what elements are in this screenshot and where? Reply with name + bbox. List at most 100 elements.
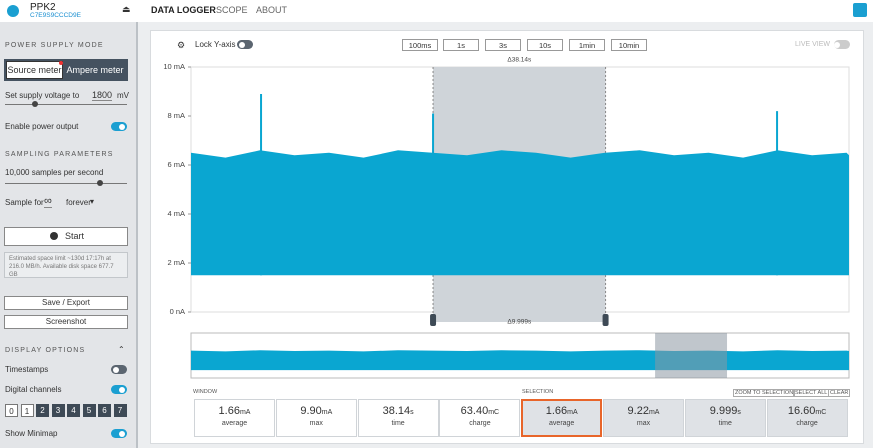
stat-cell: [521, 399, 603, 437]
slider-knob[interactable]: [32, 101, 38, 107]
y-tick-label: 6 mA: [167, 160, 185, 169]
stat-label: average: [549, 420, 575, 427]
window-button[interactable]: 10s: [527, 39, 563, 51]
value: 9.22: [627, 405, 649, 417]
stat-value: 38.14s: [358, 405, 439, 417]
value: 38.14: [382, 405, 411, 417]
unit: mC: [488, 409, 500, 416]
slider-knob[interactable]: [97, 180, 103, 186]
unit: s: [737, 409, 741, 416]
toggle[interactable]: [111, 365, 127, 374]
toggle[interactable]: [237, 40, 253, 49]
y-tick-label: 0 nA: [170, 307, 185, 316]
dropdown-arrow[interactable]: ▾: [90, 197, 95, 206]
toggle[interactable]: [111, 122, 127, 131]
unit: mA: [239, 409, 251, 416]
stat-cell: [439, 399, 521, 437]
slider[interactable]: [5, 104, 127, 105]
stat-value: 16.60mC: [767, 405, 848, 417]
stat-cell: [275, 399, 357, 437]
header: [0, 0, 873, 22]
stat-cell: [357, 399, 439, 437]
logo: [7, 5, 19, 17]
action-button[interactable]: ZOOM TO SELECTION: [733, 389, 796, 397]
stat-cell: [766, 399, 848, 437]
window-button[interactable]: 100ms: [402, 39, 438, 51]
channel-button[interactable]: 6: [98, 404, 111, 417]
toggle[interactable]: [834, 40, 850, 49]
stat-value: 9.999s: [685, 405, 766, 417]
tab[interactable]: DATA LOGGER: [151, 5, 216, 15]
value: 63.40: [460, 405, 489, 417]
slider[interactable]: [5, 183, 127, 184]
channel-button[interactable]: 0: [5, 404, 18, 417]
stat-label: charge: [469, 420, 491, 427]
brand-logo: [853, 3, 867, 17]
channel-button[interactable]: 2: [36, 404, 49, 417]
value: 1.66: [218, 405, 240, 417]
label: Lock Y-axis: [195, 40, 236, 49]
channel-button[interactable]: 3: [51, 404, 65, 417]
tab[interactable]: ABOUT: [256, 5, 288, 15]
value: 16.60: [787, 405, 816, 417]
dropdown[interactable]: forever: [66, 198, 91, 207]
stat-cell: [603, 399, 684, 437]
stat-label: max: [309, 420, 323, 427]
stat-label: time: [718, 420, 732, 427]
stat-value: 9.90mA: [276, 405, 357, 417]
section-title: DISPLAY OPTIONS: [5, 347, 86, 354]
unit: mA: [648, 409, 660, 416]
label: Digital channels: [5, 385, 62, 394]
y-tick-label: 4 mA: [167, 209, 185, 218]
unit: mV: [117, 91, 129, 100]
stat-value: 9.22mA: [603, 405, 684, 417]
signal-band: [191, 150, 849, 276]
label: LIVE VIEW: [795, 41, 831, 48]
label: Set supply voltage to: [5, 91, 80, 100]
selection-duration: Δ9.999s: [507, 319, 532, 326]
stat-value: 1.66mA: [521, 405, 602, 417]
eject-icon[interactable]: ⏏: [122, 4, 131, 14]
window-button[interactable]: 1s: [443, 39, 479, 51]
y-tick-label: 10 mA: [163, 62, 185, 71]
window-button[interactable]: 10min: [611, 39, 647, 51]
settings-icon[interactable]: ⚙: [177, 40, 186, 50]
value: 9.90: [300, 405, 322, 417]
channel-button[interactable]: 5: [82, 404, 96, 417]
toggle[interactable]: [111, 429, 127, 438]
stat-cell: [194, 399, 275, 437]
section-title: SELECTION: [522, 389, 554, 395]
button[interactable]: Screenshot: [4, 315, 128, 329]
section-title: SAMPLING PARAMETERS: [5, 151, 114, 158]
start-button[interactable]: [4, 227, 128, 246]
unit: mA: [567, 409, 578, 416]
mode-button[interactable]: Source meter: [6, 61, 63, 79]
collapse-icon[interactable]: ⌃: [118, 345, 125, 354]
channel-button[interactable]: 1: [20, 404, 34, 417]
unit: s: [410, 409, 414, 416]
unit: mA: [321, 409, 333, 416]
channel-button[interactable]: 7: [113, 404, 127, 417]
label: Show Minimap: [5, 429, 58, 438]
tab[interactable]: SCOPE: [216, 5, 248, 15]
stat-cell: [684, 399, 766, 437]
section-title: WINDOW: [193, 389, 218, 395]
stat-value: 1.66mA: [194, 405, 275, 417]
window-button[interactable]: 3s: [485, 39, 521, 51]
y-tick-label: 2 mA: [167, 258, 185, 267]
label: Timestamps: [5, 365, 49, 374]
app-name: PPK2: [30, 2, 56, 13]
label: Sample for: [5, 198, 44, 207]
indicator: [59, 61, 63, 65]
channel-button[interactable]: 4: [67, 404, 80, 417]
button[interactable]: Save / Export: [4, 296, 128, 310]
toggle[interactable]: [111, 385, 127, 394]
window-button[interactable]: 1min: [569, 39, 605, 51]
duration-input[interactable]: ∞: [44, 195, 52, 208]
action-button[interactable]: CLEAR: [828, 389, 851, 397]
voltage-input[interactable]: 1800: [92, 90, 113, 101]
action-button[interactable]: SELECT ALL: [793, 389, 830, 397]
mode-button[interactable]: Ampere meter: [66, 65, 124, 75]
